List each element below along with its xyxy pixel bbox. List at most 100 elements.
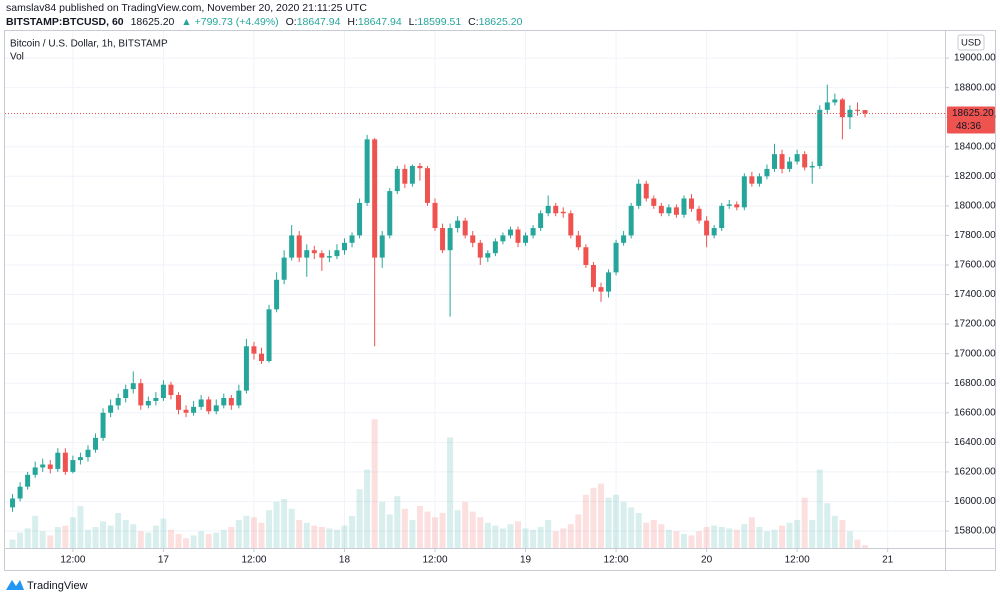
candle-body bbox=[379, 235, 385, 258]
candle-body bbox=[409, 165, 415, 184]
volume-bar bbox=[364, 469, 371, 548]
x-tick-label: 12:00 bbox=[241, 555, 266, 566]
candle-body bbox=[198, 399, 204, 407]
volume-bar bbox=[333, 529, 340, 548]
volume-bar bbox=[590, 487, 597, 548]
y-tick-label: 16800.00 bbox=[954, 378, 996, 389]
volume-bar bbox=[213, 532, 220, 548]
volume-bar bbox=[379, 501, 386, 548]
y-tick-label: 18000.00 bbox=[954, 201, 996, 212]
candle-body bbox=[47, 464, 53, 469]
volume-bar bbox=[175, 534, 182, 548]
candle-body bbox=[764, 168, 770, 177]
volume-bar bbox=[24, 528, 31, 548]
volume-bar bbox=[115, 513, 122, 548]
candle-body bbox=[756, 176, 762, 184]
series-title: Bitcoin / U.S. Dollar, 1h, BITSTAMP bbox=[10, 39, 168, 50]
volume-bar bbox=[462, 501, 469, 548]
candle-body bbox=[236, 390, 242, 406]
candle-body bbox=[85, 449, 91, 458]
candle-body bbox=[206, 399, 212, 412]
candle-body bbox=[440, 228, 446, 251]
candle-body bbox=[839, 99, 845, 118]
candle-body bbox=[598, 287, 604, 292]
y-tick-label: 18200.00 bbox=[954, 171, 996, 182]
candle-body bbox=[772, 154, 778, 169]
candle-body bbox=[689, 198, 695, 209]
volume-bar bbox=[183, 538, 190, 548]
candle-body bbox=[417, 165, 423, 169]
candle-body bbox=[545, 205, 551, 214]
volume-bar bbox=[582, 494, 589, 548]
change: ▲ +799.73 (+4.49%) bbox=[181, 16, 278, 28]
candle-body bbox=[651, 198, 657, 206]
close-label: C: bbox=[468, 16, 479, 28]
volume-bar bbox=[605, 497, 612, 548]
volume-bar bbox=[628, 507, 635, 548]
symbol: BITSTAMP:BTCUSD, 60 bbox=[6, 16, 124, 28]
candle-body bbox=[183, 409, 189, 413]
candle-body bbox=[191, 406, 197, 413]
volume-bar bbox=[650, 520, 657, 548]
candle-body bbox=[17, 486, 23, 499]
volume-bar bbox=[688, 535, 695, 548]
x-tick-label: 12:00 bbox=[604, 555, 629, 566]
volume-bar bbox=[846, 531, 853, 548]
candle-body bbox=[176, 395, 182, 410]
y-tick-label: 17400.00 bbox=[954, 289, 996, 300]
candle-body bbox=[221, 397, 227, 406]
currency[interactable]: USD bbox=[961, 38, 981, 49]
volume-bar bbox=[356, 489, 363, 548]
currency-box[interactable] bbox=[957, 34, 985, 51]
volume-bar bbox=[854, 539, 861, 548]
candle-body bbox=[213, 405, 219, 412]
volume-bar bbox=[84, 529, 91, 548]
candle-body bbox=[719, 205, 725, 229]
volume-bar bbox=[371, 419, 378, 548]
volume-bar bbox=[69, 517, 76, 548]
candle-body bbox=[296, 235, 302, 258]
volume-bar bbox=[801, 497, 808, 548]
volume-bar bbox=[507, 524, 514, 548]
candle-body bbox=[341, 242, 347, 251]
volume-bar bbox=[288, 508, 295, 548]
volume-bar bbox=[643, 522, 650, 548]
candle-body bbox=[794, 154, 800, 162]
candle-body bbox=[447, 228, 453, 251]
volume-bar bbox=[303, 522, 310, 548]
candle-body bbox=[424, 168, 430, 203]
volume-bar bbox=[560, 528, 567, 548]
axes: 15800.00 16000.00 16200.00 16400.00 16600.00… bbox=[4, 30, 996, 571]
y-tick-label: 16400.00 bbox=[954, 437, 996, 448]
volume-bar bbox=[130, 524, 137, 548]
candle-body bbox=[108, 405, 114, 413]
candle-body bbox=[787, 161, 793, 169]
candle-body bbox=[779, 154, 785, 169]
volume-bar bbox=[545, 520, 552, 548]
volume-bar bbox=[326, 528, 333, 548]
candle-body bbox=[492, 241, 498, 254]
candle-body bbox=[538, 213, 544, 229]
logo[interactable] bbox=[6, 580, 24, 590]
candle-body bbox=[289, 235, 295, 258]
candle-body bbox=[802, 154, 808, 168]
candle-body bbox=[455, 220, 461, 229]
grid bbox=[5, 30, 945, 548]
volume-bar bbox=[484, 522, 491, 548]
candle-body bbox=[530, 228, 536, 236]
candle-body bbox=[357, 202, 363, 236]
candle-body bbox=[32, 467, 38, 475]
candle-body bbox=[364, 139, 370, 203]
volume-bar bbox=[296, 520, 303, 548]
logo-icon bbox=[6, 580, 24, 590]
candle-body bbox=[696, 208, 702, 221]
logo-wordmark[interactable]: TradingView bbox=[27, 580, 88, 592]
volume-bar bbox=[92, 527, 99, 548]
volume-bar bbox=[205, 534, 212, 548]
volume-bar bbox=[718, 527, 725, 548]
candle-body bbox=[349, 235, 355, 243]
volume-bar bbox=[318, 527, 325, 548]
x-tick-label: 12:00 bbox=[785, 555, 810, 566]
volume-bar bbox=[9, 539, 16, 548]
